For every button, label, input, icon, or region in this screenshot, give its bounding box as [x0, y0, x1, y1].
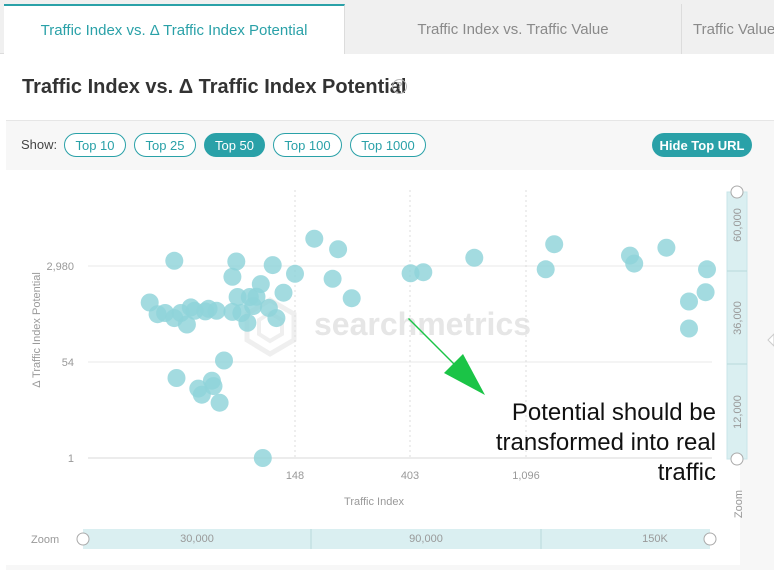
scatter-point[interactable]: [465, 248, 484, 267]
y-zoom-navigator[interactable]: 60,000 36,000 12,000: [726, 185, 748, 466]
top-100-button[interactable]: Top 100: [273, 133, 342, 157]
y-navigator-handle-bottom[interactable]: [730, 452, 744, 466]
scatter-point[interactable]: [657, 238, 676, 257]
scatter-point[interactable]: [167, 369, 186, 387]
y-navigator-tick: 12,000: [732, 395, 744, 429]
show-label: Show:: [21, 137, 58, 152]
page-title: Traffic Index vs. Δ Traffic Index Potent…: [22, 76, 407, 98]
top-10-button[interactable]: Top 10: [64, 133, 126, 157]
scatter-point[interactable]: [342, 289, 361, 308]
card-header: Traffic Index vs. Δ Traffic Index Potent…: [0, 54, 774, 120]
scatter-point[interactable]: [545, 235, 564, 254]
scatter-point[interactable]: [207, 301, 226, 320]
chart-canvas: [6, 170, 740, 565]
scatter-point[interactable]: [274, 283, 293, 302]
panel-collapse-icon[interactable]: [767, 333, 774, 347]
scatter-point[interactable]: [696, 283, 715, 302]
y-navigator-handle-top[interactable]: [730, 185, 744, 199]
scatter-point[interactable]: [286, 264, 304, 283]
scatter-point[interactable]: [177, 315, 196, 334]
scatter-point[interactable]: [263, 256, 282, 275]
scatter-point[interactable]: [305, 229, 324, 248]
scatter-point[interactable]: [165, 251, 184, 270]
scatter-point[interactable]: [267, 309, 286, 328]
scatter-point[interactable]: [536, 260, 555, 279]
scatter-point[interactable]: [238, 313, 257, 332]
scatter-point[interactable]: [227, 252, 246, 271]
scatter-point[interactable]: [329, 240, 348, 259]
x-tick-label: 148: [286, 470, 304, 482]
x-tick-label: 403: [401, 470, 419, 482]
watermark-text: searchmetrics: [314, 306, 531, 342]
top-1000-button[interactable]: Top 1000: [350, 133, 426, 157]
x-navigator-handle-right[interactable]: [703, 532, 717, 546]
y-tick-label: 1: [68, 453, 74, 465]
x-axis-title: Traffic Index: [344, 496, 404, 508]
x-navigator-tick: 30,000: [180, 533, 214, 545]
scatter-point[interactable]: [223, 267, 242, 286]
top-25-button[interactable]: Top 25: [134, 133, 196, 157]
y-navigator-tick: 36,000: [732, 301, 744, 335]
x-navigator-handle-left[interactable]: [76, 532, 90, 546]
scatter-point[interactable]: [625, 254, 644, 273]
x-navigator-tick: 90,000: [409, 533, 443, 545]
tab-traffic-index-vs-potential[interactable]: Traffic Index vs. Δ Traffic Index Potent…: [4, 4, 345, 55]
scatter-point[interactable]: [210, 393, 229, 412]
y-zoom-label: Zoom: [733, 490, 745, 518]
scatter-point[interactable]: [698, 260, 716, 279]
scatter-points: [140, 229, 716, 467]
scatter-point[interactable]: [323, 269, 342, 288]
arrow-annotation-icon: [385, 318, 485, 395]
y-tick-label: 2,980: [46, 261, 74, 273]
tab-bar: Traffic Index vs. Δ Traffic Index Potent…: [0, 0, 774, 55]
scatter-point[interactable]: [204, 377, 223, 396]
scatter-point[interactable]: [680, 292, 698, 311]
scatter-point[interactable]: [680, 319, 698, 338]
scatter-point[interactable]: [215, 351, 233, 370]
x-zoom-navigator[interactable]: 30,000 90,000 150K: [76, 529, 717, 549]
x-zoom-label: Zoom: [31, 534, 60, 546]
help-icon[interactable]: ?: [392, 79, 407, 94]
annotation-text: Potential should be transformed into rea…: [495, 399, 716, 486]
tab-traffic-value[interactable]: Traffic Value: [682, 4, 774, 54]
scatter-point[interactable]: [414, 263, 433, 282]
hide-top-url-button[interactable]: Hide Top URL: [652, 133, 752, 157]
scatter-point[interactable]: [253, 449, 272, 467]
top-50-button[interactable]: Top 50: [204, 133, 265, 157]
tab-traffic-index-vs-value[interactable]: Traffic Index vs. Traffic Value: [345, 4, 682, 54]
x-navigator-tick: 150K: [642, 533, 668, 545]
y-axis-title: Δ Traffic Index Potential: [31, 272, 43, 388]
y-navigator-tick: 60,000: [732, 208, 744, 242]
x-tick-label: 1,096: [512, 470, 540, 482]
y-tick-label: 54: [62, 357, 74, 369]
scatter-point[interactable]: [251, 275, 270, 294]
